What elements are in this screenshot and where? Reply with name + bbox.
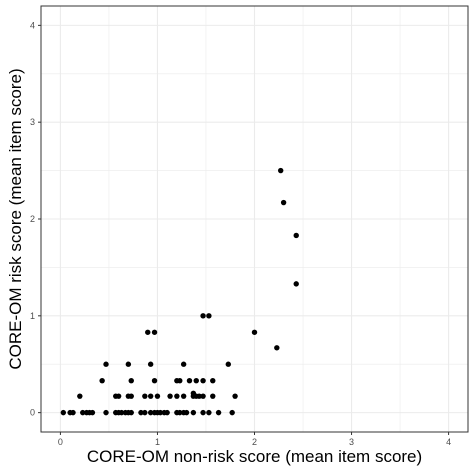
data-point — [196, 393, 202, 399]
data-point — [145, 329, 151, 335]
data-point — [60, 409, 67, 416]
x-tick-label: 0 — [58, 437, 63, 447]
data-point — [128, 393, 134, 399]
data-point — [118, 409, 125, 416]
data-point — [200, 377, 206, 384]
data-point — [99, 377, 105, 384]
grid-major — [41, 6, 468, 432]
data-points — [60, 167, 299, 416]
data-point — [147, 361, 154, 367]
data-point — [190, 390, 197, 396]
data-point — [274, 345, 280, 351]
data-point — [293, 281, 299, 287]
data-point — [142, 409, 148, 416]
data-point — [206, 409, 212, 416]
data-point — [200, 409, 206, 416]
data-point — [151, 329, 158, 335]
data-point — [206, 313, 212, 319]
data-point — [80, 409, 86, 416]
data-point — [186, 377, 193, 384]
y-axis-ticks: 0 1 2 3 4 — [30, 20, 41, 418]
x-axis-ticks: 0 1 2 3 4 — [58, 432, 451, 447]
data-point — [210, 377, 216, 384]
data-point — [164, 409, 170, 416]
data-point — [77, 393, 83, 399]
y-tick-label: 4 — [30, 20, 35, 30]
y-tick-label: 1 — [30, 311, 35, 321]
data-point — [229, 409, 235, 416]
data-point — [167, 393, 173, 399]
data-point — [177, 377, 183, 384]
data-point — [215, 409, 222, 416]
data-point — [147, 409, 154, 416]
y-tick-label: 3 — [30, 117, 35, 127]
y-axis-title: CORE-OM risk score (mean item score) — [6, 68, 25, 369]
data-point — [232, 393, 238, 399]
data-point — [154, 393, 161, 399]
data-point — [128, 377, 134, 384]
data-point — [180, 393, 187, 399]
y-tick-label: 0 — [30, 408, 35, 418]
x-axis-title: CORE-OM non-risk score (mean item score) — [87, 447, 422, 466]
data-point — [103, 361, 109, 367]
data-point — [180, 361, 187, 367]
data-point — [138, 409, 144, 416]
data-point — [103, 409, 109, 416]
y-tick-label: 2 — [30, 214, 35, 224]
data-point — [89, 409, 96, 416]
data-point — [151, 377, 158, 384]
data-point — [200, 313, 206, 319]
data-point — [210, 393, 216, 399]
data-point — [183, 409, 190, 416]
data-point — [157, 409, 164, 416]
data-point — [251, 329, 258, 335]
data-point — [142, 393, 148, 399]
data-point — [115, 393, 122, 399]
data-point — [280, 199, 287, 206]
data-point — [200, 393, 206, 399]
data-point — [147, 393, 154, 399]
data-point — [193, 377, 199, 384]
data-point — [190, 409, 197, 416]
x-tick-label: 3 — [349, 437, 354, 447]
x-tick-label: 2 — [252, 437, 257, 447]
data-point — [177, 409, 183, 416]
x-tick-label: 4 — [446, 437, 451, 447]
data-point — [293, 232, 299, 239]
x-tick-label: 1 — [155, 437, 160, 447]
data-point — [174, 393, 180, 399]
data-point — [225, 361, 231, 367]
data-point — [70, 409, 76, 416]
data-point — [278, 167, 284, 174]
data-point — [128, 409, 134, 416]
data-point — [125, 361, 132, 367]
